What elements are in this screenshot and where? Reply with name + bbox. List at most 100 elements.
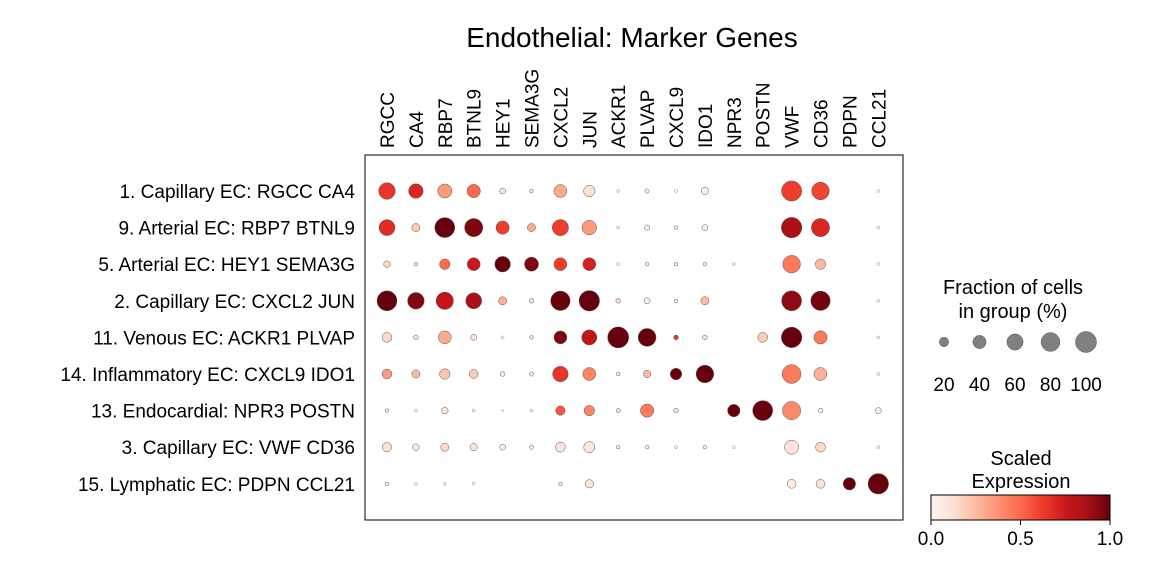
dot bbox=[673, 262, 679, 267]
dot bbox=[414, 408, 418, 413]
dot bbox=[875, 407, 882, 414]
dot bbox=[498, 296, 507, 306]
size-legend-dot bbox=[972, 335, 987, 349]
dot bbox=[499, 443, 506, 451]
dot bbox=[529, 408, 534, 413]
dot bbox=[441, 407, 449, 415]
dot bbox=[407, 292, 425, 310]
dot bbox=[584, 479, 594, 489]
gene-label: POSTN bbox=[754, 83, 775, 148]
dot bbox=[815, 479, 826, 489]
dot bbox=[558, 481, 563, 486]
dot bbox=[472, 482, 476, 486]
group-label: 3. Capillary EC: VWF CD36 bbox=[122, 438, 355, 459]
dot bbox=[757, 332, 768, 343]
gene-label: BTNL9 bbox=[465, 89, 486, 148]
dot bbox=[673, 225, 679, 230]
dot bbox=[781, 290, 802, 312]
dot bbox=[469, 369, 479, 379]
gene-label: CD36 bbox=[812, 99, 833, 148]
dot bbox=[817, 408, 824, 414]
dot bbox=[578, 290, 600, 312]
dot bbox=[583, 405, 595, 417]
colorbar-tick-label: 0.5 bbox=[1007, 529, 1033, 550]
dot bbox=[876, 335, 880, 340]
dot bbox=[384, 408, 390, 413]
dot bbox=[673, 408, 679, 414]
dot bbox=[781, 217, 803, 239]
dot bbox=[376, 290, 398, 312]
dot bbox=[752, 400, 773, 421]
size-legend-label: 40 bbox=[969, 375, 990, 396]
color-legend-title-1: Scaled bbox=[990, 448, 1051, 470]
dot bbox=[553, 184, 568, 198]
dot bbox=[674, 445, 678, 449]
dot bbox=[781, 180, 802, 202]
dots bbox=[376, 180, 889, 495]
dot bbox=[434, 217, 456, 238]
dot bbox=[439, 258, 451, 270]
dot bbox=[700, 296, 710, 306]
dot bbox=[439, 368, 451, 380]
dot bbox=[673, 334, 679, 340]
dot bbox=[553, 257, 568, 271]
dot bbox=[381, 332, 393, 343]
dot bbox=[876, 445, 880, 449]
dot bbox=[529, 371, 534, 377]
dot bbox=[464, 218, 484, 237]
dot bbox=[528, 298, 535, 304]
dot bbox=[552, 219, 569, 236]
dot bbox=[382, 442, 392, 453]
dot bbox=[643, 370, 651, 378]
dot bbox=[810, 290, 831, 311]
dot bbox=[500, 335, 505, 340]
dot bbox=[413, 334, 419, 340]
dot bbox=[616, 262, 620, 266]
dot bbox=[673, 298, 679, 303]
plot-frame bbox=[364, 154, 904, 521]
dot bbox=[500, 371, 506, 377]
dot bbox=[469, 443, 478, 452]
gene-label: RBP7 bbox=[436, 98, 457, 148]
gene-label: CA4 bbox=[407, 111, 428, 148]
dot bbox=[495, 220, 510, 235]
dot bbox=[781, 364, 802, 384]
dot bbox=[640, 403, 654, 418]
dot bbox=[701, 224, 709, 231]
dot bbox=[443, 482, 447, 486]
dot bbox=[466, 184, 481, 198]
size-legend-title-2: in group (%) bbox=[959, 301, 1068, 323]
size-legend-label: 100 bbox=[1070, 375, 1102, 396]
size-legend-label: 80 bbox=[1040, 375, 1061, 396]
dot bbox=[384, 481, 390, 486]
colorbar-ticks: 0.0 0.5 1.0 bbox=[918, 520, 1123, 550]
gene-label: JUN bbox=[580, 111, 601, 148]
dot bbox=[524, 256, 539, 272]
dot bbox=[411, 223, 421, 232]
size-legend-dot bbox=[1006, 333, 1024, 351]
dot bbox=[811, 218, 830, 237]
gene-label: ACKR1 bbox=[609, 85, 630, 148]
dot bbox=[581, 220, 597, 236]
size-legend: Fraction of cells in group (%) 20 40 60 80 1… bbox=[933, 277, 1101, 396]
dot bbox=[644, 188, 650, 194]
dot bbox=[786, 479, 797, 489]
dot bbox=[413, 262, 418, 267]
dot bbox=[695, 364, 714, 384]
dot bbox=[670, 368, 682, 380]
group-label: 2. Capillary EC: CXCL2 JUN bbox=[114, 292, 355, 313]
size-legend-items: 20 40 60 80 100 bbox=[933, 331, 1102, 396]
dot bbox=[378, 219, 396, 236]
dot bbox=[815, 258, 826, 270]
dot bbox=[582, 257, 597, 271]
gene-label: HEY1 bbox=[494, 98, 515, 148]
dot bbox=[438, 330, 452, 345]
dot bbox=[440, 442, 450, 452]
dot bbox=[470, 334, 477, 341]
gene-label: CXCL2 bbox=[551, 87, 572, 148]
dot bbox=[437, 183, 453, 199]
gene-label: CXCL9 bbox=[667, 87, 688, 148]
size-legend-label: 20 bbox=[933, 375, 954, 396]
dot bbox=[552, 365, 569, 383]
gene-label: PDPN bbox=[840, 95, 861, 148]
